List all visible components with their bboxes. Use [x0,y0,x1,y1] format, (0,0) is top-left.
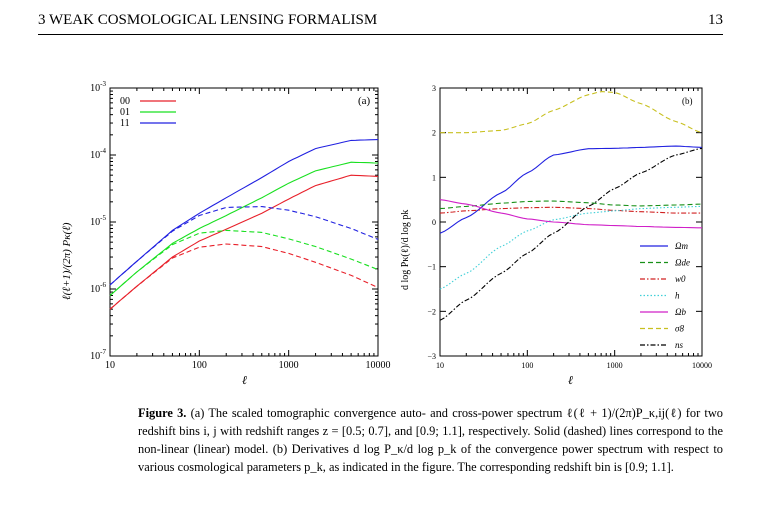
x-tick-label: 1000 [279,360,299,371]
panel-label-a: (a) [358,95,371,107]
series-line-01-linear [109,229,379,296]
y-tick-label: 10-5 [90,214,106,228]
ylabel-a: ℓ(ℓ+1)/(2π) Pκ(ℓ) [61,222,73,300]
xlabel-a: ℓ [242,373,247,387]
page-number: 13 [708,12,723,28]
y-tick-label: 10-7 [90,348,106,362]
x-tick-label: 10000 [366,360,391,371]
plot-frame-a [109,87,379,357]
series-line-11-linear [109,206,379,286]
caption-text: (a) The scaled tomographic convergence a… [138,406,723,474]
x-tick-label: 10 [105,360,115,371]
legend-label: 11 [120,118,130,129]
y-tick-label: 10-3 [90,80,106,94]
legend-label: 00 [120,96,130,107]
y-tick-label: 10-4 [90,147,106,161]
section-title: 3 WEAK COSMOLOGICAL LENSING FORMALISM [38,12,378,28]
series-line-00-linear [109,243,379,310]
series-line-00-non-linear [109,174,379,310]
page-header: 3 WEAK COSMOLOGICAL LENSING FORMALISM 13 [38,8,723,35]
series-line-11-non-linear [109,139,379,286]
x-tick-label: 100 [192,360,207,371]
y-tick-label: 10-6 [90,281,106,295]
legend-label: 01 [120,107,130,118]
figure-caption: Figure 3. (a) The scaled tomographic con… [138,404,723,476]
caption-label: Figure 3. [138,406,187,420]
